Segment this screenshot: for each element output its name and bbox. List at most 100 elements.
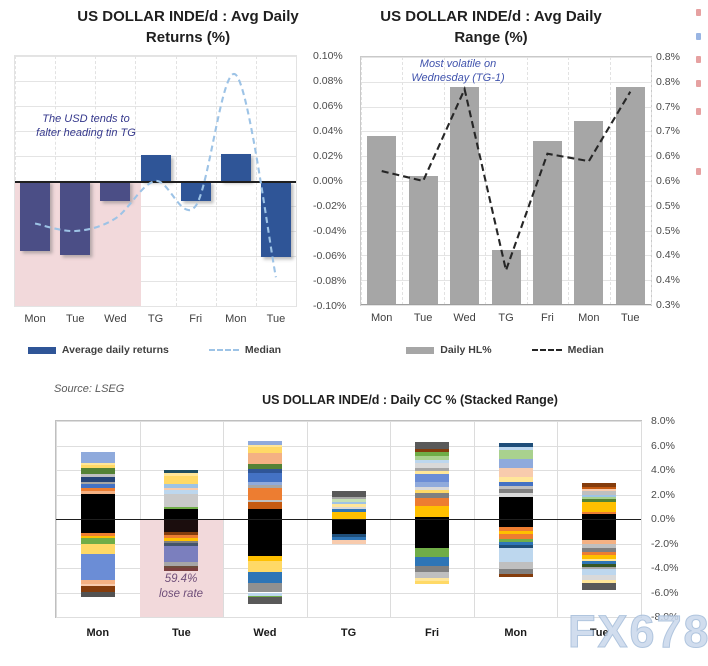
segment-Tue — [582, 563, 617, 567]
segment-TG — [331, 519, 366, 534]
segment-Mon — [498, 493, 533, 497]
segment-Tue — [582, 496, 617, 500]
segment-Mon — [80, 493, 115, 519]
segment-Tue — [164, 565, 199, 569]
segment-TG — [331, 511, 366, 519]
segment-Mon — [80, 484, 115, 488]
y-tick-label: 2.0% — [651, 488, 675, 501]
segment-Tue — [582, 569, 617, 576]
legend-item: Daily HL% — [406, 344, 492, 356]
segment-Mon — [80, 452, 115, 463]
segment-Tue — [582, 583, 617, 591]
segment-Wed — [247, 555, 282, 562]
segment-Tue — [164, 545, 199, 563]
segment-Fri — [415, 459, 450, 464]
segment-TG — [331, 533, 366, 538]
x-category-label: Mon — [86, 627, 110, 639]
segment-Mon — [498, 485, 533, 489]
segment-Tue — [582, 519, 617, 540]
segment-Wed — [247, 485, 282, 488]
segment-Wed — [247, 502, 282, 509]
segment-Mon — [498, 443, 533, 447]
bar-Mon — [20, 181, 51, 251]
bar-Wed — [450, 86, 480, 305]
segment-Fri — [415, 482, 450, 488]
segment-Mon — [498, 458, 533, 469]
segment-Mon — [80, 579, 115, 584]
segment-Mon — [498, 449, 533, 459]
y-tick-label: -8.0% — [651, 611, 679, 623]
segment-Mon — [498, 530, 533, 535]
median-line — [381, 85, 632, 275]
segment-Tue — [582, 552, 617, 556]
segment-Mon — [80, 462, 115, 466]
segment-TG — [331, 537, 366, 541]
segment-Mon — [80, 467, 115, 475]
segment-Fri — [415, 519, 450, 549]
segment-Mon — [498, 482, 533, 486]
segment-Tue — [164, 532, 199, 536]
y-tick-label: 0.4% — [656, 249, 680, 262]
segment-Mon — [80, 583, 115, 586]
legend-item: Average daily returns — [27, 344, 169, 356]
bar-Mon — [574, 121, 604, 305]
segment-Mon — [498, 574, 533, 577]
segment-Mon — [80, 586, 115, 592]
segment-Fri — [415, 473, 450, 483]
fx678-watermark: FX678 — [568, 606, 708, 658]
x-category-label: Mon — [578, 312, 600, 324]
bar-Mon — [367, 136, 397, 305]
segment-Wed — [247, 473, 282, 483]
segment-Mon — [498, 562, 533, 570]
median-line — [34, 73, 277, 278]
segment-Mon — [498, 446, 533, 450]
segment-Fri — [415, 492, 450, 498]
segment-Tue — [164, 487, 199, 491]
y-tick-label: 0.02% — [313, 150, 343, 162]
h-gridline — [56, 592, 641, 594]
segment-Tue — [582, 544, 617, 549]
y-tick-label: 0.8% — [656, 51, 680, 63]
segment-Mon — [498, 539, 533, 542]
x-category-label: Mon — [371, 312, 393, 324]
x-category-label: Wed — [253, 627, 277, 639]
segment-Mon — [80, 481, 115, 485]
segment-Tue — [582, 483, 617, 487]
y-tick-label: 0.5% — [656, 199, 680, 212]
stacked-plot-area: 8.0% 6.0% 4.0% 2.0% 0.0% -2.0% -4.0% -6.0% -8.0%… — [55, 415, 678, 639]
segment-Tue — [164, 473, 199, 477]
zero-axis-line — [15, 181, 296, 183]
y-tick-label: 0.6% — [656, 150, 680, 163]
segment-Wed — [247, 447, 282, 453]
segment-Fri — [415, 467, 450, 472]
edge-artifact-mark — [696, 168, 701, 175]
segment-Tue — [582, 514, 617, 519]
segment-Wed — [247, 561, 282, 573]
segment-TG — [331, 499, 366, 502]
y-tick-label: -0.06% — [313, 250, 347, 262]
segment-Tue — [164, 540, 199, 544]
y-tick-label: 0.04% — [313, 125, 343, 137]
segment-Wed — [247, 500, 282, 503]
segment-Mon — [80, 538, 115, 545]
source-note: Source: LSEG — [54, 383, 125, 395]
segment-Tue — [164, 476, 199, 485]
segment-Tue — [164, 519, 199, 533]
legend-label: Daily HL% — [440, 344, 492, 356]
h-gridline — [15, 56, 296, 57]
edge-artifact-mark — [696, 108, 701, 115]
bottom-axis-line — [361, 304, 651, 305]
segment-Fri — [415, 441, 450, 450]
h-gridline — [361, 230, 651, 232]
segment-TG — [331, 504, 366, 507]
y-tick-label: -6.0% — [651, 586, 679, 599]
segment-Tue — [164, 470, 199, 474]
x-category-label: Mon — [24, 313, 46, 325]
segment-Tue — [582, 548, 617, 553]
segment-Mon — [498, 569, 533, 575]
h-gridline — [15, 81, 296, 82]
segment-TG — [331, 490, 366, 497]
y-tick-label: -0.10% — [313, 300, 347, 312]
segment-Tue — [164, 537, 199, 541]
